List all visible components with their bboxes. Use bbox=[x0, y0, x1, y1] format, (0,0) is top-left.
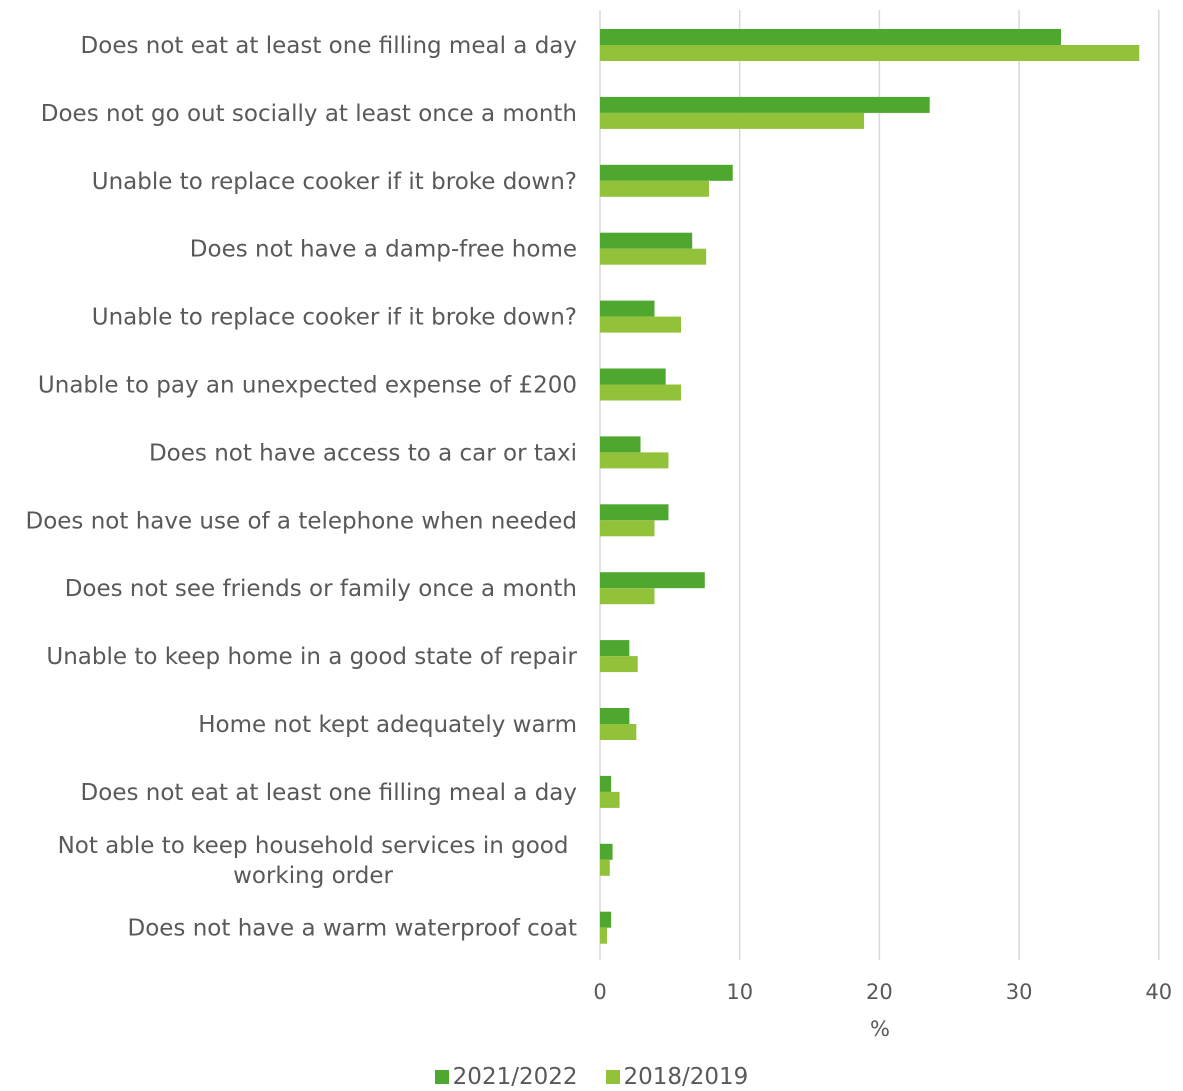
bar-2018-2019-3 bbox=[600, 248, 707, 265]
bar-2018-2019-5 bbox=[600, 384, 682, 401]
x-tick-label: 30 bbox=[1006, 980, 1033, 1004]
category-label: Does not eat at least one filling meal a… bbox=[81, 33, 577, 59]
category-label: Does not go out socially at least once a… bbox=[41, 101, 577, 127]
category-labels: Does not eat at least one filling meal a… bbox=[25, 33, 577, 942]
bar-2021-2022-8 bbox=[600, 572, 705, 589]
bar-2018-2019-6 bbox=[600, 452, 669, 469]
bar-2018-2019-9 bbox=[600, 656, 638, 673]
bar-2018-2019-7 bbox=[600, 520, 655, 537]
category-label: Does not have a damp-free home bbox=[190, 237, 577, 263]
legend-label: 2021/2022 bbox=[452, 1063, 578, 1090]
bar-2021-2022-3 bbox=[600, 232, 693, 249]
category-label: Unable to keep home in a good state of r… bbox=[46, 644, 577, 670]
bar-chart: Does not eat at least one filling meal a… bbox=[25, 10, 1172, 1041]
bar-2021-2022-7 bbox=[600, 504, 669, 521]
x-tick-label: 20 bbox=[866, 980, 893, 1004]
bar-2018-2019-4 bbox=[600, 316, 682, 333]
bar-2021-2022-2 bbox=[600, 164, 733, 181]
x-tick-label: 0 bbox=[593, 980, 606, 1004]
bar-2021-2022-1 bbox=[600, 96, 930, 113]
x-tick-label: 40 bbox=[1145, 980, 1172, 1004]
bar-2018-2019-12 bbox=[600, 859, 610, 876]
category-label: Home not kept adequately warm bbox=[198, 712, 577, 738]
legend: 2021/2022 2018/2019 bbox=[0, 1062, 1183, 1091]
bar-2021-2022-6 bbox=[600, 436, 641, 453]
bar-2021-2022-9 bbox=[600, 640, 630, 657]
bar-2021-2022-10 bbox=[600, 708, 630, 724]
legend-item: 2021/2022 bbox=[434, 1063, 578, 1090]
bars bbox=[600, 29, 1140, 944]
legend-swatch bbox=[434, 1069, 449, 1084]
bar-2018-2019-2 bbox=[600, 180, 709, 197]
bar-2021-2022-12 bbox=[600, 843, 613, 860]
legend-swatch bbox=[605, 1069, 620, 1084]
category-label: Does not eat at least one filling meal a… bbox=[81, 780, 577, 806]
bar-2018-2019-13 bbox=[600, 927, 607, 944]
bar-2021-2022-13 bbox=[600, 911, 612, 928]
category-label: Does not see friends or family once a mo… bbox=[65, 576, 577, 602]
bar-2018-2019-10 bbox=[600, 724, 637, 740]
x-tick-labels: 0 10 20 30 40 bbox=[593, 980, 1172, 1004]
legend-item: 2018/2019 bbox=[605, 1063, 749, 1090]
bar-2021-2022-0 bbox=[600, 29, 1062, 45]
category-label: Unable to pay an unexpected expense of £… bbox=[38, 373, 577, 399]
x-axis-title: % bbox=[870, 1017, 890, 1041]
bar-2018-2019-0 bbox=[600, 45, 1140, 61]
bar-2021-2022-4 bbox=[600, 300, 655, 317]
category-label: Unable to replace cooker if it broke dow… bbox=[92, 169, 577, 195]
bar-2021-2022-11 bbox=[600, 775, 612, 792]
category-label: Does not have a warm waterproof coat bbox=[128, 916, 578, 942]
category-label: Unable to replace cooker if it broke dow… bbox=[92, 305, 577, 331]
category-label: Does not have use of a telephone when ne… bbox=[25, 508, 577, 534]
category-label: Not able to keep household services in g… bbox=[58, 833, 569, 889]
bar-2021-2022-5 bbox=[600, 368, 666, 385]
bar-2018-2019-11 bbox=[600, 791, 620, 808]
x-tick-label: 10 bbox=[726, 980, 753, 1004]
bar-2018-2019-1 bbox=[600, 112, 865, 129]
category-label: Does not have access to a car or taxi bbox=[149, 440, 577, 466]
gridlines bbox=[599, 10, 1160, 960]
legend-label: 2018/2019 bbox=[623, 1063, 749, 1090]
bar-2018-2019-8 bbox=[600, 588, 655, 605]
